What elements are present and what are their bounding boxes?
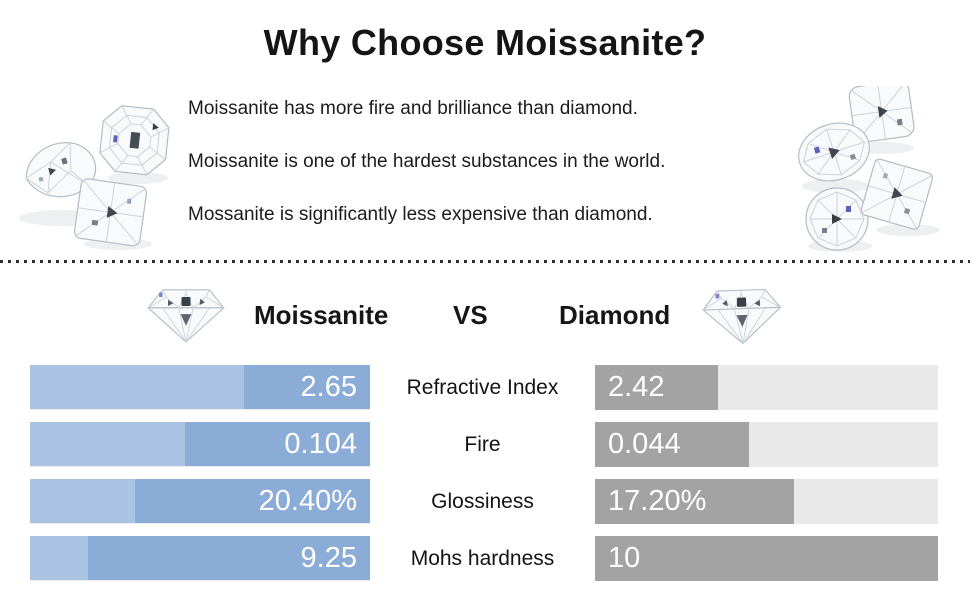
metric-label: Glossiness (431, 489, 534, 513)
diamond-value: 10 (608, 542, 641, 574)
moissanite-bar: 20.40% (30, 479, 370, 524)
diamond-value: 2.42 (608, 371, 665, 403)
diamond-bar-fill: 17.20% (595, 479, 794, 524)
moissanite-bar-fill: 0.104 (184, 422, 370, 466)
moissanite-gem-icon (147, 289, 225, 343)
comparison-row: 2.65 Refractive Index 2.42 (0, 365, 970, 410)
moissanite-label: Moissanite (254, 300, 389, 330)
comparison-row: 20.40% Glossiness 17.20% (0, 479, 970, 524)
diamond-value: 0.044 (608, 428, 681, 460)
moissanite-bar-track (30, 536, 88, 580)
moissanite-bar-fill: 20.40% (135, 479, 370, 523)
page-title: Why Choose Moissanite? (263, 22, 707, 63)
benefits-list: Moissanite has more fire and brilliance … (188, 97, 665, 226)
moissanite-bar-track (30, 422, 185, 466)
diamond-value: 17.20% (608, 485, 707, 517)
comparison-row: 9.25 Mohs hardness 10 (0, 536, 970, 581)
diamond-bar: 17.20% (595, 479, 938, 524)
benefit-line: Mossanite is significantly less expensiv… (188, 204, 653, 225)
gem-cluster-photo-left (19, 105, 170, 250)
dotted-divider (0, 260, 970, 263)
diamond-bar: 0.044 (595, 422, 938, 467)
metric-label: Mohs hardness (410, 546, 555, 570)
benefit-line: Moissanite is one of the hardest substan… (188, 151, 666, 172)
moissanite-value: 2.65 (300, 370, 357, 403)
comparison-header: Moissanite VS Diamond (0, 282, 970, 350)
vs-label: VS (453, 300, 488, 330)
moissanite-bar-track (30, 479, 136, 523)
moissanite-bar-fill: 9.25 (87, 536, 370, 580)
moissanite-bar-track (30, 365, 245, 409)
diamond-bar: 2.42 (595, 365, 938, 410)
moissanite-bar: 0.104 (30, 422, 370, 467)
moissanite-bar-fill: 2.65 (244, 365, 370, 409)
comparison-row: 0.104 Fire 0.044 (0, 422, 970, 467)
moissanite-value: 20.40% (258, 484, 357, 517)
diamond-label: Diamond (559, 300, 671, 330)
moissanite-value: 9.25 (300, 541, 357, 574)
diamond-bar-fill: 2.42 (595, 365, 719, 410)
diamond-bar-fill: 10 (595, 536, 938, 581)
metric-label: Fire (464, 432, 501, 456)
moissanite-value: 0.104 (284, 427, 357, 460)
gem-cluster-photo-right (798, 86, 940, 252)
comparison-chart: 2.65 Refractive Index 2.42 0.104 Fire 0.044 20… (0, 365, 970, 581)
diamond-gem-icon (702, 288, 781, 345)
diamond-bar-fill: 0.044 (595, 422, 750, 467)
moissanite-bar: 2.65 (30, 365, 370, 410)
benefit-line: Moissanite has more fire and brilliance … (188, 98, 638, 119)
metric-label: Refractive Index (406, 375, 559, 399)
diamond-bar: 10 (595, 536, 938, 581)
moissanite-bar: 9.25 (30, 536, 370, 581)
